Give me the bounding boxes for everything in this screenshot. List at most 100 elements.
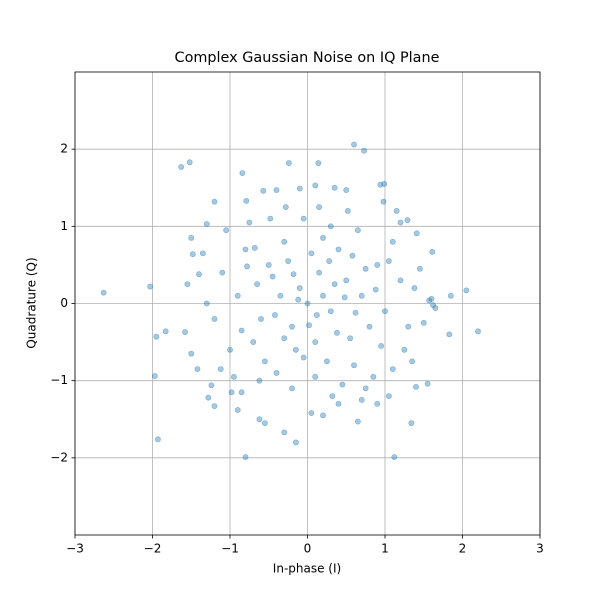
y-tick-label: 2	[60, 142, 68, 156]
point	[285, 160, 292, 166]
point	[351, 141, 357, 148]
point	[223, 227, 230, 234]
point	[389, 238, 396, 245]
point	[254, 281, 261, 288]
point	[420, 319, 427, 326]
point	[203, 300, 210, 307]
point	[312, 182, 319, 189]
x-tick-label: 3	[536, 542, 544, 556]
point	[397, 277, 404, 284]
point	[295, 296, 302, 303]
point	[277, 292, 284, 299]
point	[327, 308, 334, 315]
point	[374, 400, 381, 407]
point	[343, 187, 350, 193]
point	[408, 420, 415, 427]
point	[227, 346, 233, 353]
point	[385, 393, 392, 399]
point	[178, 164, 185, 170]
point	[243, 197, 250, 204]
point	[211, 403, 218, 410]
point	[234, 407, 241, 413]
point	[251, 245, 258, 251]
point	[147, 283, 154, 290]
point	[151, 373, 158, 379]
point	[261, 358, 268, 365]
point	[199, 250, 206, 257]
point	[463, 287, 470, 294]
grid	[74, 72, 541, 535]
x-tick-label: 1	[381, 542, 389, 556]
point	[347, 335, 354, 342]
point	[256, 416, 263, 423]
point	[292, 439, 299, 446]
point	[244, 263, 250, 270]
point	[188, 235, 195, 241]
point	[432, 305, 439, 312]
point	[329, 393, 336, 399]
point	[327, 223, 334, 230]
point	[320, 292, 326, 299]
point	[238, 389, 245, 396]
point	[411, 285, 418, 291]
point	[281, 429, 288, 436]
point	[326, 258, 333, 264]
point	[362, 265, 369, 272]
point	[377, 181, 384, 188]
point	[269, 273, 276, 280]
x-tick-label: 0	[304, 542, 312, 556]
point	[354, 227, 361, 234]
point	[312, 339, 319, 345]
point	[391, 454, 398, 460]
chart-title: Complex Gaussian Noise on IQ Plane	[175, 50, 440, 66]
point	[228, 389, 235, 396]
point	[246, 219, 253, 226]
point	[344, 207, 351, 214]
point	[242, 454, 249, 460]
point	[385, 258, 392, 264]
point	[334, 329, 340, 336]
y-tick-label: −1	[50, 373, 68, 387]
point	[265, 262, 272, 268]
point	[281, 238, 288, 245]
y-tick-label: 0	[60, 296, 68, 310]
point	[230, 373, 237, 380]
point	[447, 292, 454, 299]
x-axis-label: In-phase (I)	[273, 562, 341, 576]
point	[382, 308, 388, 315]
point	[273, 187, 280, 193]
point	[397, 219, 404, 226]
point	[416, 265, 423, 272]
point	[404, 217, 411, 224]
point	[312, 373, 319, 380]
point	[426, 297, 433, 304]
point	[323, 358, 330, 365]
point	[205, 394, 212, 401]
point	[389, 366, 396, 372]
point	[285, 258, 292, 264]
point	[409, 358, 416, 365]
point	[211, 198, 218, 205]
point	[267, 215, 274, 222]
point	[339, 381, 346, 388]
point	[273, 370, 280, 376]
point	[331, 281, 338, 288]
point	[378, 343, 385, 349]
x-tick-label: −3	[66, 542, 84, 556]
point	[475, 328, 481, 335]
point	[405, 323, 412, 330]
y-axis-label: Quadrature (Q)	[25, 257, 39, 348]
point	[320, 235, 326, 241]
point	[300, 215, 307, 222]
point	[234, 292, 241, 299]
point	[331, 184, 338, 191]
point	[308, 410, 315, 416]
point	[366, 323, 373, 330]
point	[349, 252, 356, 259]
point	[289, 385, 295, 392]
point	[300, 354, 307, 361]
point	[162, 328, 169, 335]
y-tick-label: −2	[50, 450, 68, 464]
x-tick-label: 2	[459, 542, 467, 556]
